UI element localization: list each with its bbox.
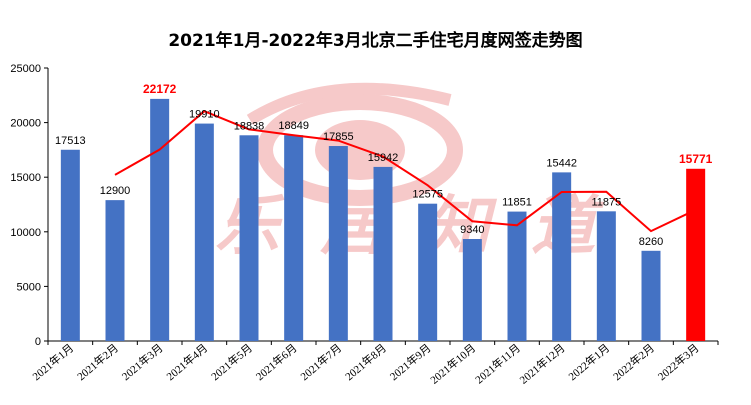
data-labels: 17513 12900 22172 19910 18838 18849 17855 15942…	[55, 82, 713, 248]
bar	[418, 203, 438, 341]
bar-value-label: 22172	[143, 82, 177, 96]
bar	[552, 172, 572, 341]
x-category-label: 2021年3月	[119, 341, 166, 384]
bar	[596, 211, 616, 341]
bar-value-label: 17513	[55, 135, 86, 147]
x-category-label: 2021年9月	[387, 341, 434, 384]
bar	[194, 123, 214, 342]
bar	[150, 98, 170, 341]
bar-value-label: 18838	[234, 120, 265, 132]
bar-value-label: 12900	[100, 185, 131, 197]
bar-value-label: 9340	[460, 224, 484, 236]
bar-value-label: 8260	[639, 236, 663, 248]
y-tick-label: 10000	[10, 227, 41, 239]
bar	[284, 135, 304, 341]
bar	[641, 250, 661, 341]
bars	[60, 98, 706, 342]
x-category-label: 2021年12月	[516, 341, 567, 387]
bar-value-label: 18849	[278, 120, 309, 132]
bar	[60, 149, 80, 341]
x-category-label: 2021年6月	[253, 341, 300, 384]
bar-value-label: 19910	[189, 109, 220, 121]
bar	[373, 166, 393, 341]
x-category-label: 2021年8月	[342, 341, 389, 384]
bar-value-label: 15942	[368, 152, 399, 164]
x-category-label: 2021年2月	[74, 341, 121, 384]
bar-value-label: 12575	[412, 189, 443, 201]
x-category-label: 2021年11月	[472, 341, 523, 387]
x-category-label: 2022年1月	[565, 341, 612, 384]
y-tick-label: 25000	[10, 63, 41, 75]
bar	[239, 135, 259, 341]
bar	[462, 239, 482, 341]
x-category-label: 2021年10月	[427, 341, 478, 387]
x-category-label: 2022年2月	[610, 341, 657, 384]
bar	[507, 211, 527, 341]
x-category-label: 2021年7月	[297, 341, 344, 384]
x-category-label: 2022年3月	[655, 341, 702, 384]
bar-value-label: 11875	[591, 196, 621, 208]
trendline	[114, 110, 697, 233]
bar-value-label: 15442	[546, 157, 577, 169]
bar	[686, 168, 706, 341]
x-category-label: 2021年4月	[163, 341, 210, 384]
bar-value-label: 15771	[679, 152, 713, 166]
watermark-swoosh	[246, 82, 452, 126]
watermark-logo: 乐居知道	[215, 82, 605, 264]
y-tick-label: 20000	[10, 118, 41, 130]
bar-value-label: 17855	[323, 131, 354, 143]
trend-line	[114, 110, 697, 233]
bar	[328, 146, 348, 341]
watermark-text: 乐居知道	[215, 190, 605, 264]
x-category-label: 2021年5月	[208, 341, 255, 384]
watermark-eye-outer	[257, 94, 463, 206]
bar	[105, 200, 125, 341]
bar-value-label: 11851	[502, 197, 532, 209]
y-tick-label: 5000	[17, 281, 41, 293]
y-tick-label: 0	[35, 336, 41, 348]
y-tick-label: 15000	[10, 172, 41, 184]
chart-title: 2021年1月-2022年3月北京二手住宅月度网签走势图	[168, 31, 583, 51]
